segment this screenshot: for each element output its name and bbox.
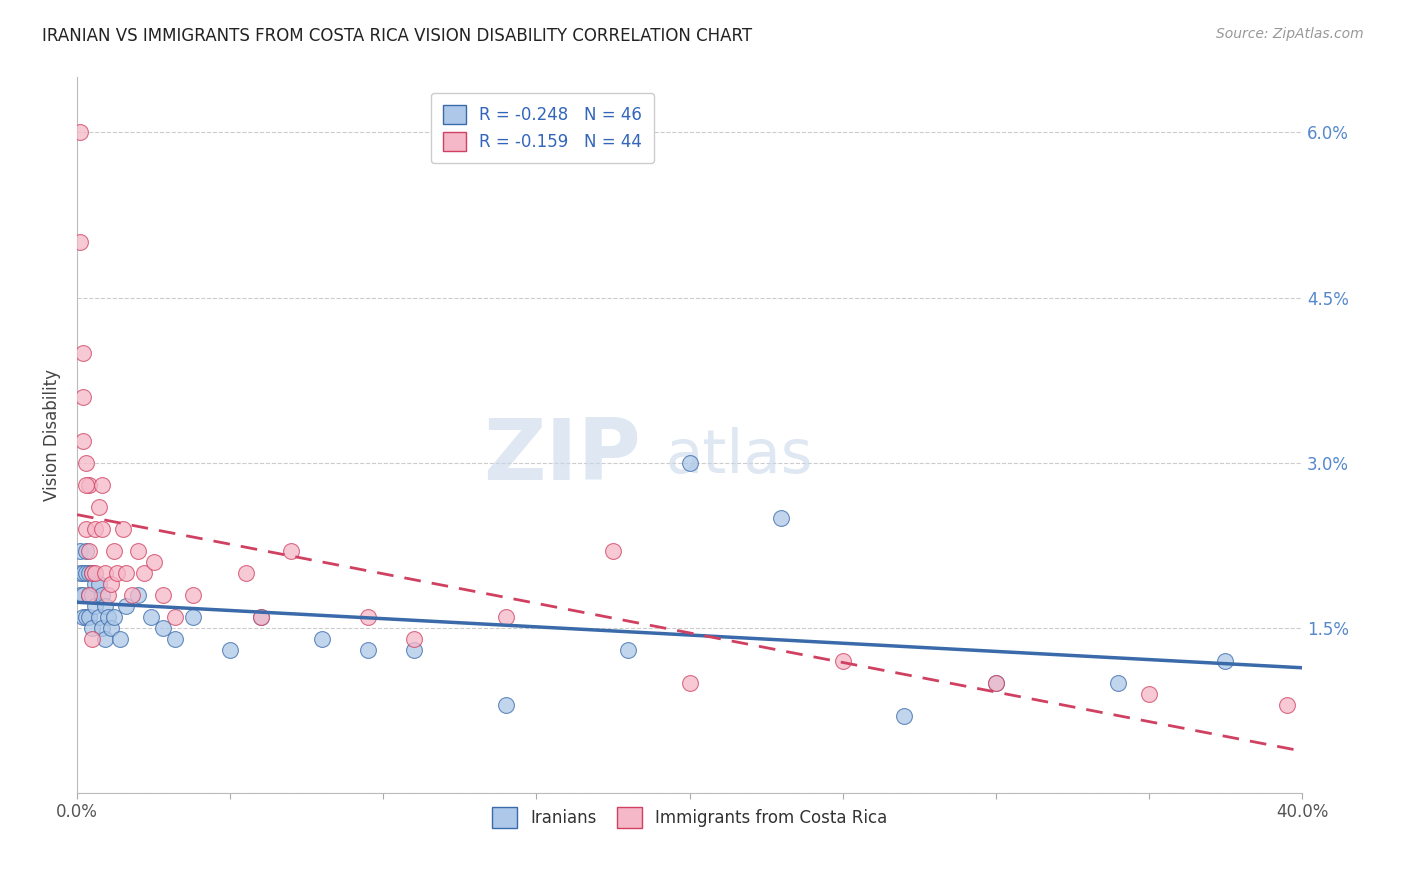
Point	[100, 621, 122, 635]
Legend: Iranians, Immigrants from Costa Rica: Iranians, Immigrants from Costa Rica	[485, 801, 894, 834]
Point	[770, 510, 793, 524]
Y-axis label: Vision Disability: Vision Disability	[44, 369, 60, 501]
Point	[115, 599, 138, 613]
Point	[250, 609, 273, 624]
Point	[90, 477, 112, 491]
Point	[79, 566, 101, 580]
Point	[75, 456, 97, 470]
Point	[678, 675, 700, 690]
Point	[75, 543, 97, 558]
Point	[75, 477, 97, 491]
Point	[72, 566, 94, 580]
Point	[90, 588, 112, 602]
Point	[111, 522, 134, 536]
Point	[87, 500, 110, 514]
Point	[1137, 687, 1160, 701]
Point	[311, 632, 333, 646]
Point	[165, 632, 187, 646]
Text: Source: ZipAtlas.com: Source: ZipAtlas.com	[1216, 27, 1364, 41]
Point	[495, 609, 517, 624]
Point	[183, 609, 205, 624]
Point	[402, 642, 425, 657]
Point	[69, 235, 91, 250]
Point	[84, 522, 107, 536]
Point	[93, 599, 115, 613]
Point	[219, 642, 242, 657]
Point	[235, 566, 257, 580]
Point	[69, 543, 91, 558]
Point	[79, 588, 101, 602]
Point	[127, 588, 149, 602]
Point	[127, 543, 149, 558]
Point	[90, 522, 112, 536]
Point	[1275, 698, 1298, 712]
Point	[165, 609, 187, 624]
Point	[75, 566, 97, 580]
Point	[103, 543, 125, 558]
Point	[495, 698, 517, 712]
Point	[84, 576, 107, 591]
Point	[82, 588, 104, 602]
Point	[97, 609, 120, 624]
Point	[82, 566, 104, 580]
Point	[1215, 654, 1237, 668]
Point	[87, 576, 110, 591]
Point	[72, 434, 94, 448]
Point	[357, 609, 380, 624]
Point	[183, 588, 205, 602]
Point	[602, 543, 624, 558]
Point	[984, 675, 1007, 690]
Text: IRANIAN VS IMMIGRANTS FROM COSTA RICA VISION DISABILITY CORRELATION CHART: IRANIAN VS IMMIGRANTS FROM COSTA RICA VI…	[42, 27, 752, 45]
Point	[617, 642, 640, 657]
Point	[69, 566, 91, 580]
Point	[84, 566, 107, 580]
Point	[75, 522, 97, 536]
Point	[79, 477, 101, 491]
Point	[121, 588, 143, 602]
Point	[1107, 675, 1129, 690]
Point	[72, 345, 94, 359]
Point	[115, 566, 138, 580]
Text: atlas: atlas	[665, 427, 813, 486]
Point	[93, 566, 115, 580]
Point	[100, 576, 122, 591]
Point	[831, 654, 853, 668]
Point	[69, 588, 91, 602]
Text: ZIP: ZIP	[482, 415, 641, 498]
Point	[250, 609, 273, 624]
Point	[79, 588, 101, 602]
Point	[75, 609, 97, 624]
Point	[82, 632, 104, 646]
Point	[357, 642, 380, 657]
Point	[402, 632, 425, 646]
Point	[984, 675, 1007, 690]
Point	[108, 632, 131, 646]
Point	[280, 543, 302, 558]
Point	[103, 609, 125, 624]
Point	[678, 456, 700, 470]
Point	[152, 588, 174, 602]
Point	[69, 125, 91, 139]
Point	[93, 632, 115, 646]
Point	[84, 599, 107, 613]
Point	[142, 555, 165, 569]
Point	[97, 588, 120, 602]
Point	[72, 588, 94, 602]
Point	[152, 621, 174, 635]
Point	[82, 566, 104, 580]
Point	[87, 609, 110, 624]
Point	[79, 609, 101, 624]
Point	[134, 566, 156, 580]
Point	[72, 390, 94, 404]
Point	[139, 609, 162, 624]
Point	[79, 543, 101, 558]
Point	[72, 609, 94, 624]
Point	[82, 621, 104, 635]
Point	[105, 566, 128, 580]
Point	[90, 621, 112, 635]
Point	[893, 708, 915, 723]
